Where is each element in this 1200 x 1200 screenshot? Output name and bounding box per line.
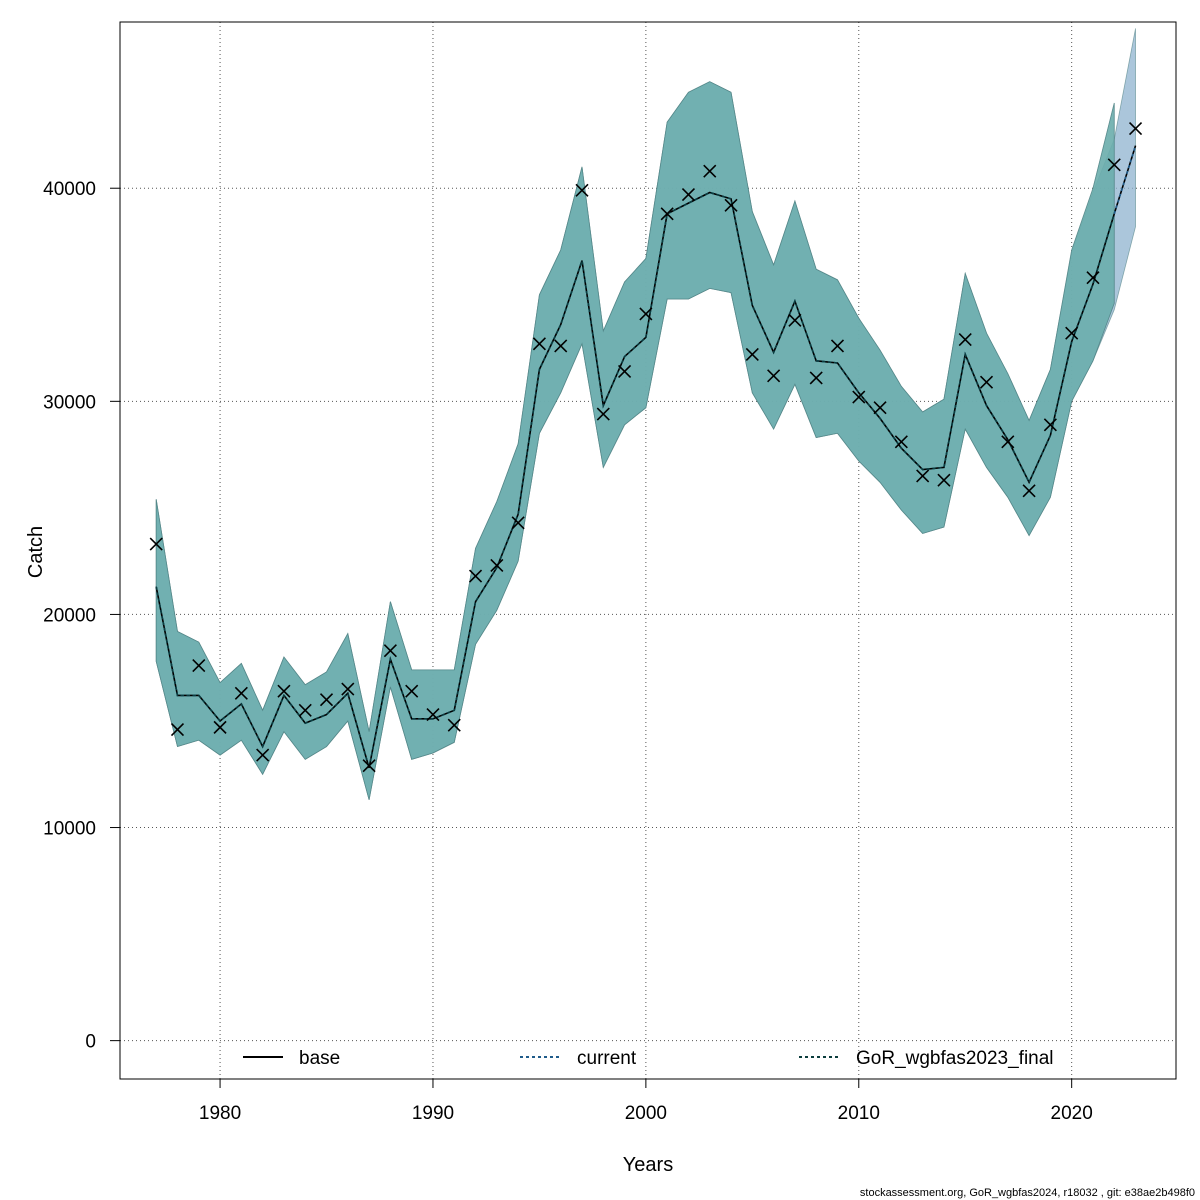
observed-point — [405, 684, 419, 698]
x-tick-label: 1980 — [199, 1103, 241, 1124]
observed-point — [788, 313, 802, 327]
observed-point — [1022, 484, 1036, 498]
x-axis: 1980 1990 2000 2010 2020 — [199, 1079, 1093, 1124]
plot-frame — [119, 21, 1177, 1080]
y-tick-label: 0 — [85, 1032, 96, 1053]
grid-lines — [120, 22, 1176, 1079]
observed-point — [639, 307, 653, 321]
observed-point — [575, 183, 589, 197]
observed-point — [383, 644, 397, 658]
observed-point — [660, 207, 674, 221]
observed-point — [447, 718, 461, 732]
observed-point — [1107, 158, 1121, 172]
observed-point — [170, 722, 185, 737]
observed-point — [894, 435, 908, 449]
observed-point — [511, 516, 525, 530]
observed-point — [426, 708, 440, 722]
legend-label-current: current — [577, 1048, 637, 1069]
series-lines — [155, 145, 1137, 769]
observed-point — [532, 337, 546, 351]
observed-point — [1043, 418, 1057, 432]
x-tick-label: 2000 — [625, 1103, 667, 1124]
y-tick-label: 30000 — [43, 392, 96, 413]
observed-point — [341, 682, 355, 696]
y-tick-label: 40000 — [43, 179, 96, 200]
observed-point — [767, 369, 781, 383]
observed-point — [958, 332, 972, 347]
x-tick-label: 2010 — [838, 1103, 880, 1124]
x-tick-label: 2020 — [1051, 1103, 1093, 1124]
observed-point — [1128, 121, 1143, 136]
observed-point — [596, 407, 610, 421]
observed-point — [916, 469, 930, 483]
y-axis-title: Catch — [25, 526, 47, 578]
observed-point — [745, 347, 759, 362]
observed-point — [490, 558, 504, 572]
observed-point — [703, 164, 717, 178]
observed-point — [298, 703, 312, 717]
ci-band-base — [155, 81, 1115, 800]
observed-point — [852, 390, 866, 404]
observed-point — [468, 569, 483, 583]
series-line-GoR_wgbfas2023_final — [155, 191, 1116, 769]
observed-point — [234, 686, 248, 700]
observed-point — [681, 188, 696, 202]
observed-point — [1065, 326, 1079, 340]
observed-point — [618, 364, 632, 379]
legend: base current GoR_wgbfas2023_final — [243, 1048, 1054, 1069]
observed-point — [319, 693, 334, 707]
observed-point — [149, 537, 163, 551]
x-tick-label: 1990 — [412, 1103, 454, 1124]
observed-point — [277, 684, 291, 698]
y-axis: 0 10000 20000 30000 40000 — [43, 179, 120, 1053]
confidence-bands — [155, 28, 1136, 800]
observed-point — [724, 198, 738, 212]
observed-point — [809, 371, 823, 385]
observed-point — [362, 759, 376, 773]
x-axis-title: Years — [623, 1154, 673, 1176]
legend-label-gor: GoR_wgbfas2023_final — [856, 1048, 1054, 1069]
observed-point — [830, 339, 845, 353]
y-tick-label: 10000 — [43, 819, 96, 840]
observed-point — [1001, 435, 1015, 449]
observed-point — [213, 720, 227, 734]
observed-point — [192, 659, 206, 673]
observed-point — [937, 473, 951, 487]
observed-markers — [149, 121, 1143, 773]
legend-label-base: base — [299, 1048, 340, 1069]
observed-point — [554, 339, 568, 353]
observed-point — [1086, 271, 1100, 285]
observed-point — [873, 401, 887, 415]
y-tick-label: 20000 — [43, 605, 96, 626]
observed-point — [256, 748, 270, 762]
observed-point — [979, 375, 994, 389]
footer-note: stockassessment.org, GoR_wgbfas2024, r18… — [860, 1187, 1195, 1199]
